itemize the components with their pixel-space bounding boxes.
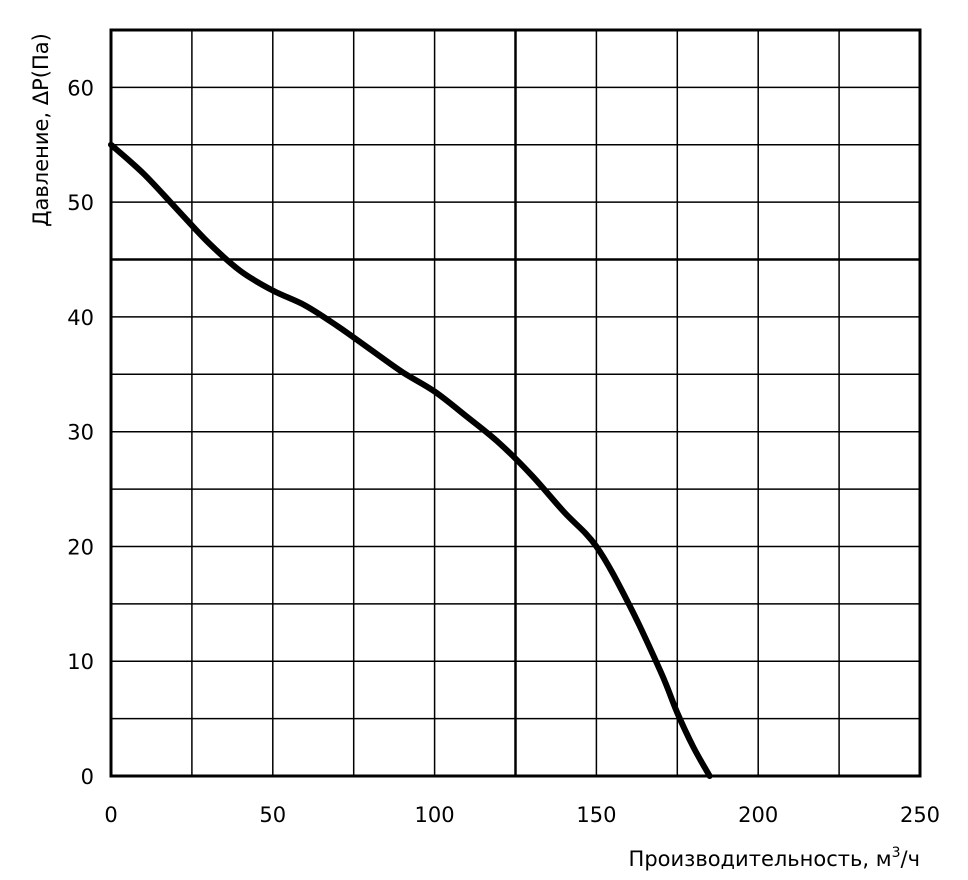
x-tick-labels: 0 50 100 150 200 250 bbox=[104, 803, 940, 827]
y-tick-label: 30 bbox=[67, 421, 94, 445]
y-tick-label: 0 bbox=[81, 765, 94, 789]
plot-frame bbox=[109, 28, 922, 778]
y-axis-label: Давление, ΔP(Па) bbox=[29, 33, 53, 227]
series-line bbox=[108, 141, 713, 779]
x-tick-label: 50 bbox=[259, 803, 286, 827]
x-axis-label: Производительность, м3/ч bbox=[629, 845, 920, 871]
x-axis-label-suffix: /ч bbox=[901, 847, 920, 871]
y-tick-labels: 0 10 20 30 40 50 60 bbox=[67, 76, 94, 789]
y-tick-label: 50 bbox=[67, 191, 94, 215]
y-tick-label: 60 bbox=[67, 76, 94, 100]
x-tick-label: 200 bbox=[738, 803, 778, 827]
x-axis-label-main: Производительность, м bbox=[629, 847, 892, 871]
grid bbox=[111, 30, 920, 776]
y-tick-label: 20 bbox=[67, 535, 94, 559]
y-tick-label: 40 bbox=[67, 306, 94, 330]
x-tick-label: 250 bbox=[900, 803, 940, 827]
x-axis-label-sup: 3 bbox=[892, 845, 901, 861]
x-tick-label: 100 bbox=[415, 803, 455, 827]
x-tick-label: 0 bbox=[104, 803, 117, 827]
x-tick-label: 150 bbox=[576, 803, 616, 827]
y-tick-label: 10 bbox=[67, 650, 94, 674]
